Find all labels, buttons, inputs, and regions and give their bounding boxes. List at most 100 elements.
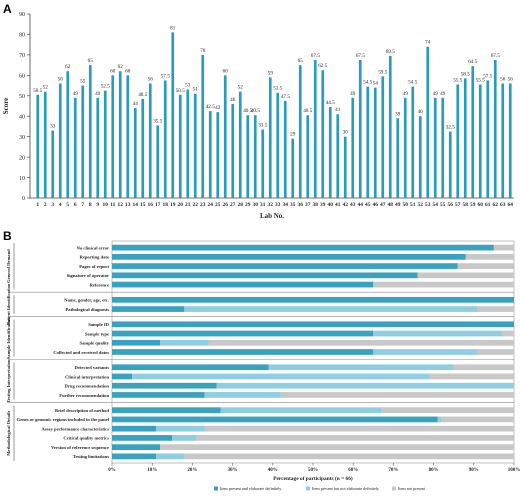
score-bar: [501, 83, 505, 198]
score-bar: [388, 55, 392, 199]
bar-value-label: 70: [200, 48, 206, 54]
x-tick-label: 54: [433, 202, 439, 208]
bar-value-label: 52: [43, 85, 49, 91]
score-bar: [111, 75, 115, 198]
score-bar: [411, 86, 415, 198]
x-axis-title: Percentage of participants (n = 66): [273, 475, 353, 482]
bar-value-label: 56: [508, 77, 514, 83]
bar-value-label: 57.5: [161, 73, 170, 79]
x-tick-label: 18: [163, 202, 169, 208]
y-tick-label: 10: [19, 176, 25, 182]
stacked-segment: [112, 416, 438, 423]
score-bar: [478, 84, 482, 198]
x-tick-label: 10: [103, 202, 109, 208]
x-tick-label: 17: [155, 202, 161, 208]
y-tick-label: 20: [19, 155, 25, 161]
group-label: Testing Interpretation: [6, 359, 11, 403]
x-tick-label: 61: [485, 202, 491, 208]
score-bar: [336, 114, 340, 198]
stacked-segment: [112, 373, 133, 380]
score-bar: [148, 83, 152, 198]
x-tick-label: 15: [140, 202, 146, 208]
x-tick-label: 47: [380, 202, 386, 208]
bar-value-label: 49: [350, 91, 356, 97]
x-tick-label: 45: [365, 202, 371, 208]
stacked-segment: [112, 364, 269, 371]
stacked-segment: [501, 330, 514, 337]
x-tick-label: 26: [223, 202, 229, 208]
stacked-segment: [112, 392, 205, 398]
score-bar: [433, 97, 437, 198]
stacked-segment: [112, 444, 161, 451]
x-tick-label: 20%: [187, 468, 197, 473]
score-bar: [96, 97, 100, 198]
stacked-segment: [112, 453, 157, 460]
x-tick-label: 20: [178, 202, 184, 208]
score-bar: [178, 94, 182, 198]
x-tick-label: 37: [305, 202, 311, 208]
stacked-segment: [381, 407, 514, 414]
x-tick-label: 32: [268, 202, 274, 208]
bar-value-label: 62.5: [318, 63, 327, 69]
row-label: Clinical interpretation: [65, 374, 109, 379]
stacked-segment: [112, 244, 494, 251]
bar-value-label: 30: [343, 130, 349, 136]
stacked-segment: [112, 306, 185, 312]
stacked-segment: [477, 349, 514, 355]
bar-value-label: 51.5: [273, 86, 282, 92]
x-tick-label: 49: [395, 202, 401, 208]
legend-swatch: [306, 486, 310, 491]
bar-value-label: 69.5: [386, 49, 395, 55]
score-bar: [358, 60, 362, 198]
bar-value-label: 42: [215, 105, 221, 111]
stacked-segment: [204, 392, 281, 398]
x-tick-label: 30%: [228, 468, 238, 473]
bar-value-label: 47.5: [281, 94, 290, 100]
bar-value-label: 44.5: [326, 100, 335, 106]
score-bar: [81, 85, 85, 198]
x-tick-label: 19: [170, 202, 176, 208]
legend-swatch: [392, 486, 396, 491]
bar-value-label: 51: [193, 87, 199, 93]
stacked-segment: [373, 281, 514, 288]
x-tick-label: 40%: [268, 468, 278, 473]
score-bar: [418, 116, 422, 198]
panel-b-letter: B: [3, 229, 12, 243]
x-tick-label: 64: [508, 202, 514, 208]
row-label: Sample ID: [88, 322, 109, 327]
score-bar: [141, 98, 145, 198]
x-tick-label: 51: [410, 202, 416, 208]
score-bar: [103, 90, 107, 198]
bar-value-label: 49: [403, 91, 409, 97]
stacked-segment: [184, 306, 478, 312]
x-tick-label: 6: [74, 202, 77, 208]
x-tick-label: 11: [110, 202, 115, 208]
score-bar: [253, 115, 257, 198]
x-tick-label: 42: [343, 202, 349, 208]
group-label: General Demand: [6, 249, 11, 283]
stacked-segment: [493, 244, 514, 251]
score-bar: [51, 130, 55, 198]
bar-value-label: 40.5: [243, 108, 252, 114]
stacked-segment: [453, 364, 514, 371]
bar-value-label: 60: [110, 68, 116, 74]
score-bar: [171, 32, 175, 199]
bar-value-label: 56: [58, 77, 64, 83]
bar-value-label: 50.5: [176, 88, 185, 94]
bar-value-label: 49: [433, 91, 439, 97]
bar-value-label: 57.5: [483, 73, 492, 79]
bar-value-label: 54.5: [363, 80, 372, 86]
score-bar: [508, 83, 512, 198]
score-bar: [43, 91, 47, 198]
legend-entry: Item not present: [398, 486, 426, 491]
stacked-segment: [156, 453, 185, 460]
score-bar: [313, 60, 317, 198]
bar-value-label: 59.5: [378, 69, 387, 75]
score-bar: [223, 75, 227, 198]
group-label: Patient Identification: [6, 283, 11, 325]
bar-value-label: 56: [500, 77, 506, 83]
bar-value-label: 65: [88, 58, 94, 64]
bar-value-label: 40.5: [251, 108, 260, 114]
x-tick-label: 8: [89, 202, 92, 208]
